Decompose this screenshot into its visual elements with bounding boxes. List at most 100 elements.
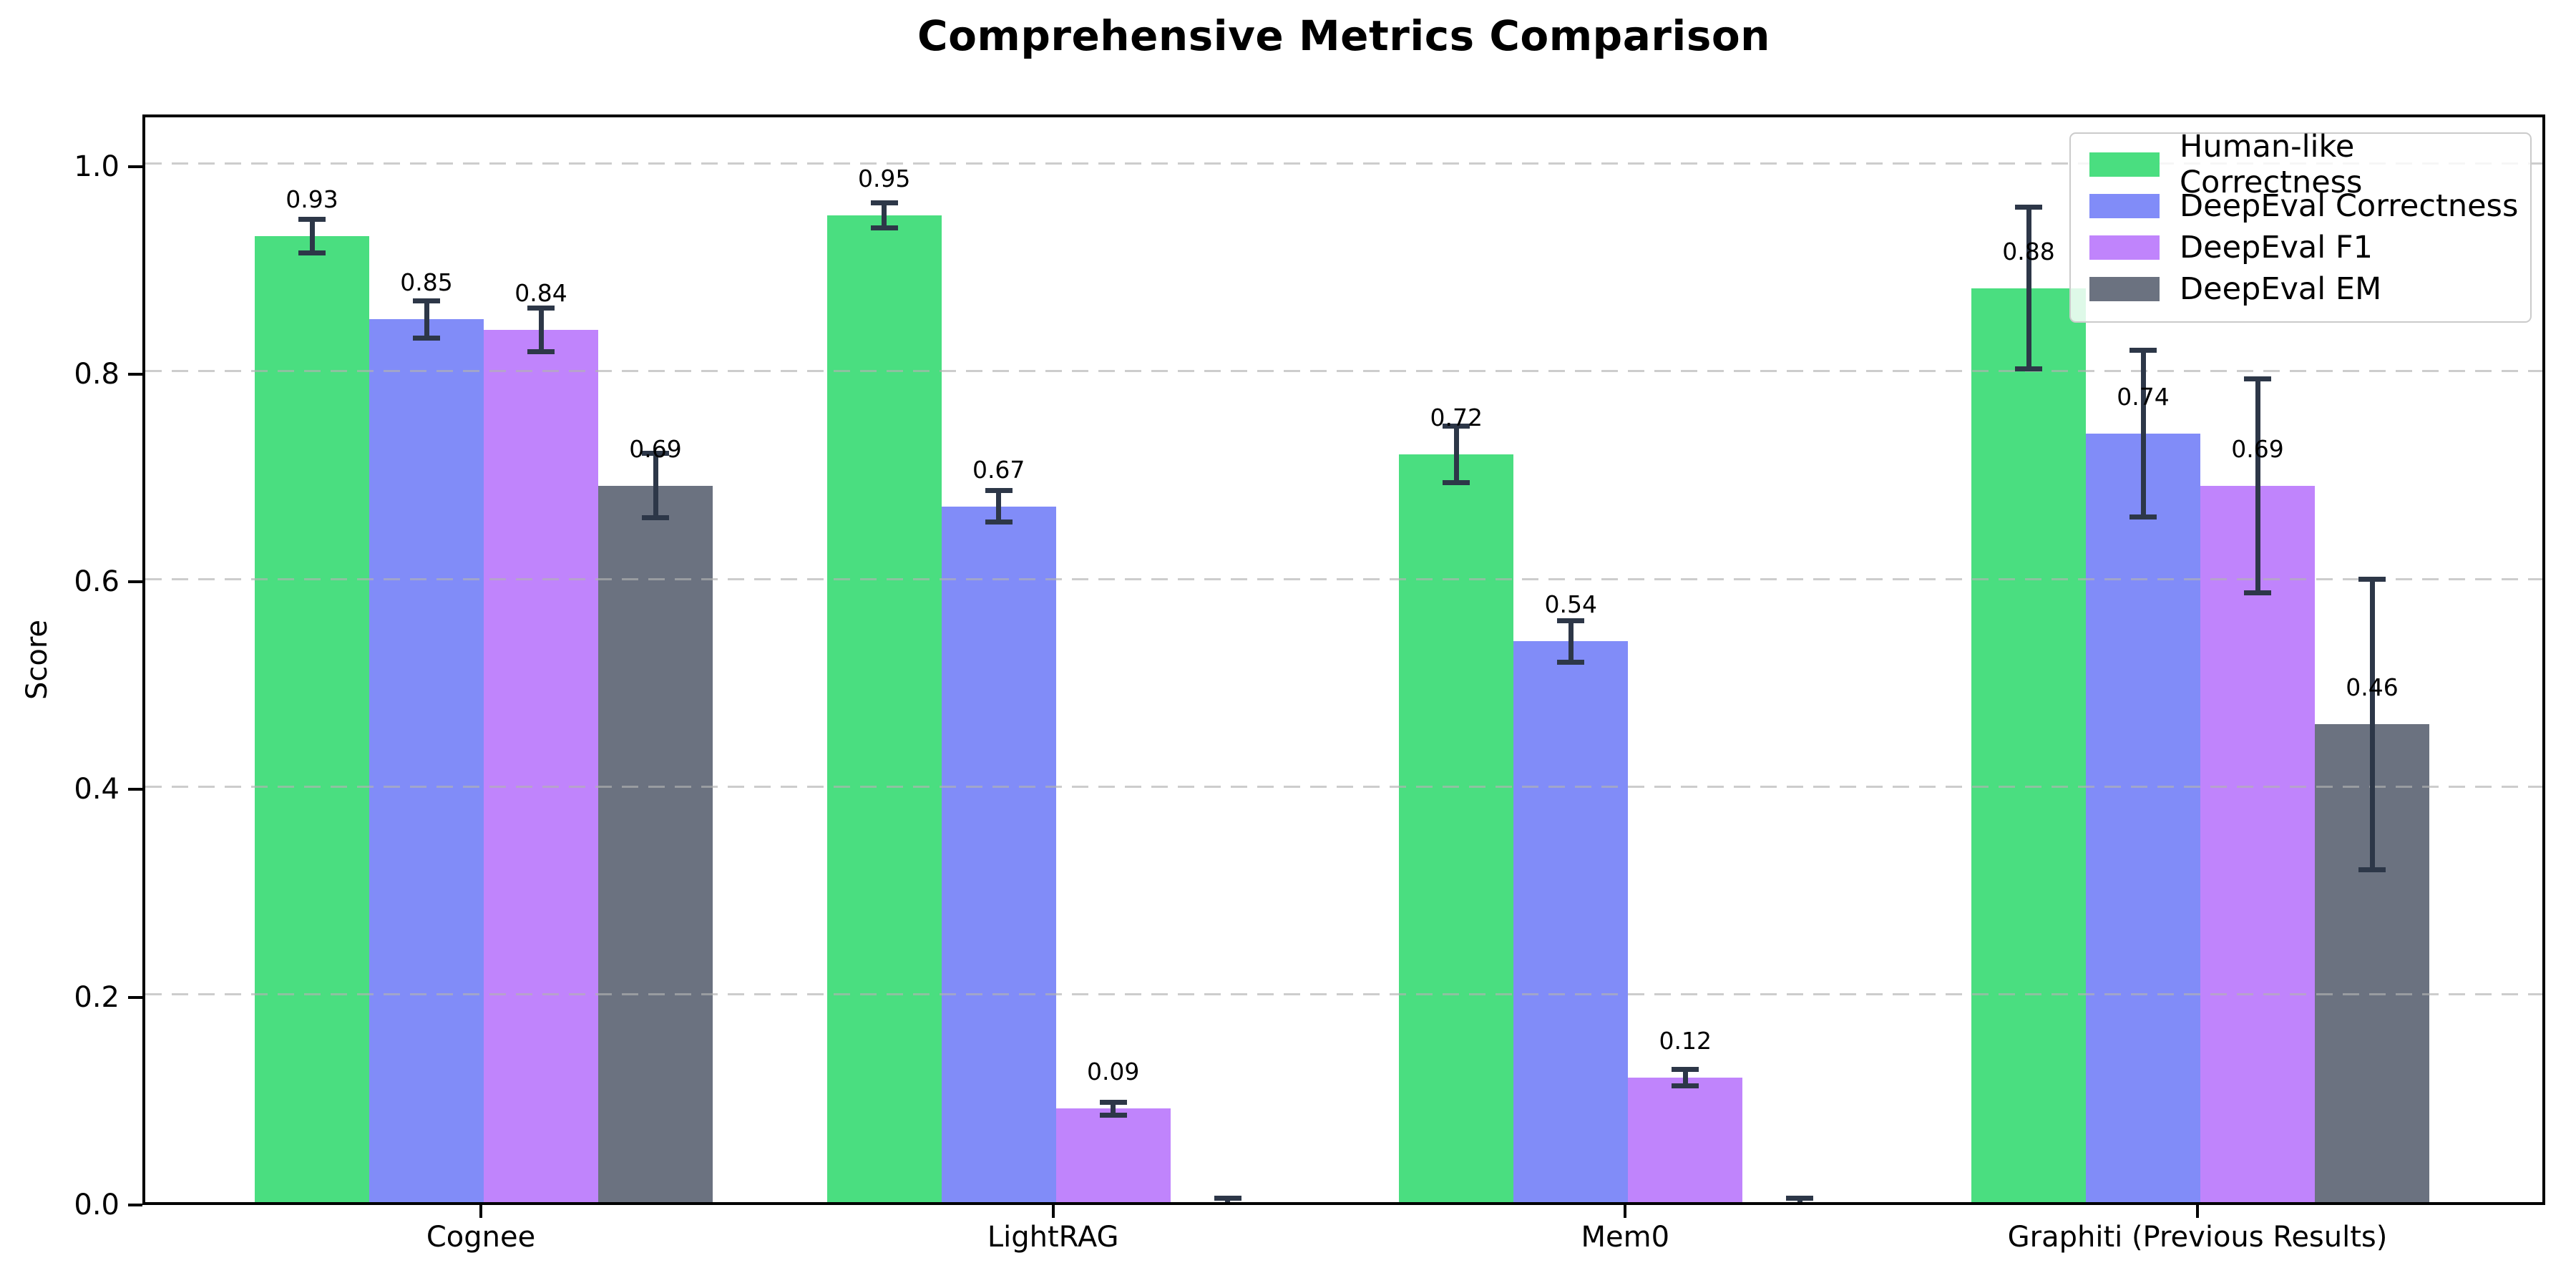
value-label-deepeval-f1-cognee: 0.84 [514,278,567,307]
y-tick-label-0.4: 0.4 [74,773,119,806]
error-cap-top-deepeval-f1-graphiti-previous-results [2244,376,2271,381]
error-cap-top-human-like-correctness-mem0 [1443,424,1470,429]
plot-area: Human-like Correctness DeepEval Correctne… [142,114,2545,1205]
error-bar-deepeval-em-graphiti-previous-results [2369,579,2375,870]
legend-label-deepeval-correctness: DeepEval Correctness [2180,188,2519,224]
error-bar-deepeval-f1-graphiti-previous-results [2255,379,2260,593]
error-cap-bottom-human-like-correctness-cognee [298,250,326,255]
value-label-human-like-correctness-graphiti-previous-results: 0.88 [2002,237,2055,265]
legend-swatch-deepeval-em [2089,277,2160,301]
error-cap-top-deepeval-correctness-lightrag [985,488,1013,494]
value-label-deepeval-correctness-graphiti-previous-results: 0.74 [2117,383,2170,411]
y-tick-label-0.6: 0.6 [74,565,119,599]
x-tick-label-cognee: Cognee [426,1221,536,1254]
y-tick-label-1.0: 1.0 [74,150,119,183]
error-bar-deepeval-f1-cognee [538,308,544,352]
error-bar-human-like-correctness-graphiti-previous-results [2026,207,2031,369]
gridline-0.8 [145,370,2542,373]
error-bar-human-like-correctness-lightrag [882,203,887,228]
y-tick-mark-0.8 [128,372,142,376]
error-cap-bottom-deepeval-correctness-lightrag [985,519,1013,525]
error-bar-deepeval-correctness-graphiti-previous-results [2140,350,2146,517]
legend: Human-like Correctness DeepEval Correctne… [2069,129,2532,323]
error-cap-bottom-deepeval-correctness-mem0 [1557,659,1585,665]
error-cap-top-deepeval-em-mem0 [1786,1195,1814,1201]
value-label-deepeval-correctness-cognee: 0.85 [400,268,453,297]
y-tick-mark-0.0 [128,1204,142,1206]
y-tick-mark-0.6 [128,580,142,584]
legend-item-deepeval-em: DeepEval EM [2089,268,2523,310]
error-cap-bottom-deepeval-correctness-graphiti-previous-results [2129,514,2157,519]
error-cap-top-human-like-correctness-graphiti-previous-results [2015,205,2042,210]
error-cap-top-deepeval-em-cognee [642,451,669,457]
error-cap-top-deepeval-f1-cognee [527,305,555,311]
value-label-human-like-correctness-mem0: 0.72 [1430,404,1483,432]
error-cap-top-deepeval-correctness-graphiti-previous-results [2129,348,2157,353]
y-tick-label-0.8: 0.8 [74,357,119,391]
value-label-deepeval-f1-lightrag: 0.09 [1086,1058,1140,1086]
x-tick-mark-graphiti-previous-results [2196,1205,2199,1218]
bar-deepeval-correctness-mem0 [1513,641,1629,1202]
error-cap-bottom-deepeval-f1-mem0 [1672,1083,1699,1088]
error-cap-top-human-like-correctness-lightrag [870,200,898,206]
value-label-deepeval-correctness-mem0: 0.54 [1544,590,1598,619]
error-cap-bottom-human-like-correctness-lightrag [870,225,898,231]
error-cap-top-human-like-correctness-cognee [298,217,326,223]
error-cap-top-deepeval-em-lightrag [1214,1195,1241,1201]
y-tick-label-0.0: 0.0 [74,1189,119,1221]
legend-label-human-like-correctness: Human-like Correctness [2180,129,2363,200]
y-tick-mark-0.4 [128,788,142,791]
error-cap-bottom-human-like-correctness-graphiti-previous-results [2015,366,2042,372]
error-bar-human-like-correctness-mem0 [1453,426,1459,483]
legend-swatch-deepeval-f1 [2089,235,2160,260]
bar-human-like-correctness-graphiti-previous-results [1971,288,2086,1202]
bar-human-like-correctness-mem0 [1399,454,1514,1202]
bar-deepeval-f1-cognee [484,329,598,1202]
error-bar-deepeval-correctness-mem0 [1568,620,1574,663]
error-cap-top-deepeval-f1-mem0 [1672,1066,1699,1072]
bar-deepeval-f1-lightrag [1055,1108,1171,1202]
error-cap-bottom-deepeval-f1-graphiti-previous-results [2244,590,2271,595]
value-label-deepeval-correctness-lightrag: 0.67 [972,455,1025,484]
legend-swatch-human-like-correctness [2089,152,2160,177]
value-label-human-like-correctness-cognee: 0.93 [286,185,338,214]
error-cap-bottom-human-like-correctness-mem0 [1443,479,1470,485]
error-bar-deepeval-correctness-lightrag [996,490,1002,522]
error-bar-human-like-correctness-cognee [309,219,315,253]
legend-item-deepeval-correctness: DeepEval Correctness [2089,185,2523,227]
error-bar-deepeval-f1-lightrag [1111,1102,1116,1116]
gridline-0.2 [145,993,2542,996]
bar-human-like-correctness-lightrag [826,215,942,1202]
y-axis-label: Score [21,619,54,701]
x-tick-label-mem0: Mem0 [1581,1221,1670,1254]
bar-human-like-correctness-cognee [255,236,369,1202]
chart-title: Comprehensive Metrics Comparison [917,11,1770,60]
legend-item-human-like-correctness: Human-like Correctness [2089,129,2523,200]
bar-deepeval-em-cognee [598,485,713,1202]
gridline-0.6 [145,577,2542,580]
value-label-deepeval-f1-mem0: 0.12 [1659,1026,1712,1055]
error-cap-top-deepeval-em-graphiti-previous-results [2358,576,2386,582]
bar-deepeval-f1-graphiti-previous-results [2200,485,2315,1202]
legend-swatch-deepeval-correctness [2089,194,2160,218]
x-tick-mark-mem0 [1624,1205,1627,1218]
value-label-deepeval-em-graphiti-previous-results: 0.46 [2346,673,2399,702]
error-cap-bottom-deepeval-em-mem0 [1786,1204,1813,1205]
gridline-0.4 [145,785,2542,788]
y-tick-mark-1.0 [128,165,142,168]
error-bar-deepeval-em-cognee [653,453,658,518]
value-label-human-like-correctness-lightrag: 0.95 [857,165,911,193]
error-cap-bottom-deepeval-em-cognee [642,515,669,521]
value-label-deepeval-em-cognee: 0.69 [629,434,682,463]
error-cap-bottom-deepeval-f1-lightrag [1099,1112,1127,1118]
error-cap-top-deepeval-f1-lightrag [1099,1100,1127,1106]
gridline-1.0 [145,162,2542,165]
x-tick-label-graphiti-previous-results: Graphiti (Previous Results) [2007,1221,2388,1254]
y-tick-mark-0.2 [128,995,142,999]
bar-deepeval-correctness-lightrag [941,506,1056,1202]
x-tick-label-lightrag: LightRAG [987,1221,1119,1254]
error-cap-bottom-deepeval-correctness-cognee [413,335,440,341]
value-label-deepeval-f1-graphiti-previous-results: 0.69 [2231,434,2284,463]
x-tick-mark-lightrag [1051,1205,1055,1218]
